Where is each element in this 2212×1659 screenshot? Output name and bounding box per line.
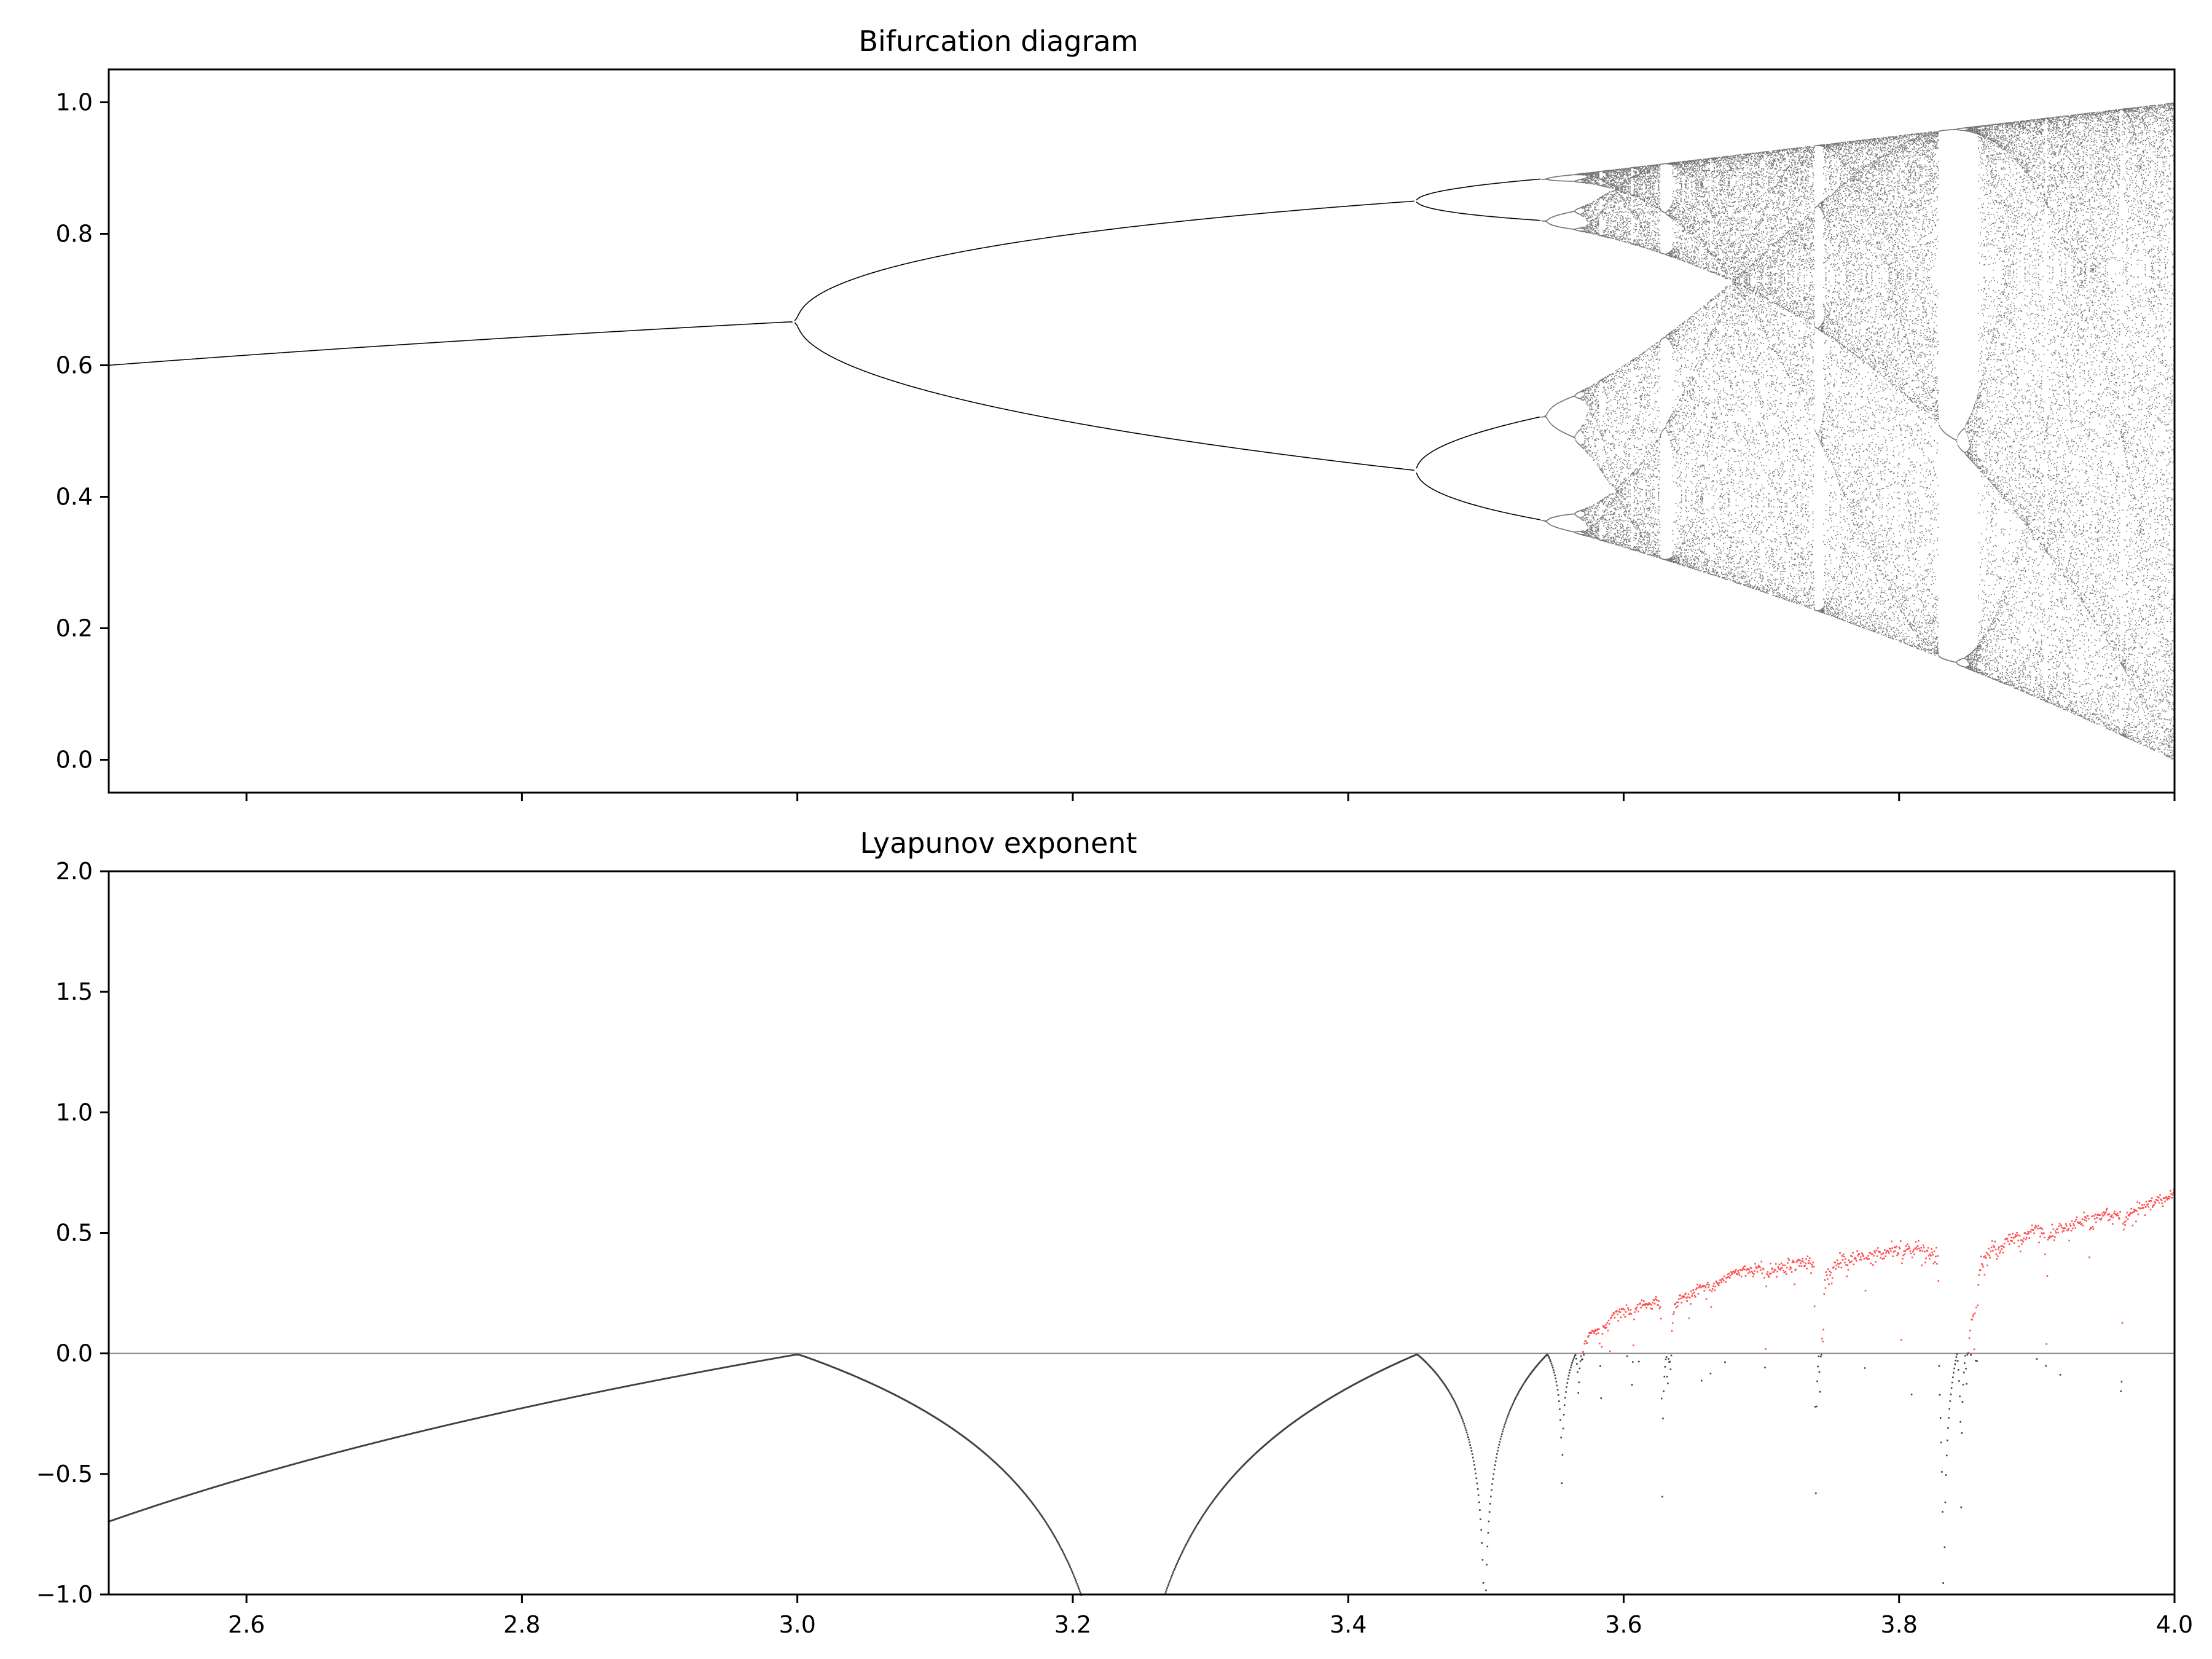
bifurcation-axes-frame <box>108 68 2176 794</box>
bifurcation-chaotic-points <box>1541 102 2176 761</box>
y-tick-label: −0.5 <box>36 1461 93 1488</box>
x-tick-label: 3.4 <box>1330 1611 1367 1638</box>
bifurcation-branch <box>1416 178 1540 201</box>
x-tick-label: 2.6 <box>228 1611 265 1638</box>
y-tick-label: 0.8 <box>56 221 93 248</box>
lyapunov-y-axis: −1.0 −0.5 0.0 0.5 1.0 1.5 2.0 <box>36 858 109 1608</box>
bifurcation-y-axis: 0.0 0.2 0.4 0.6 0.8 1.0 <box>56 89 109 774</box>
bifurcation-branch <box>1416 473 1541 520</box>
bifurcation-branch <box>794 200 1414 321</box>
y-tick-label: 0.2 <box>56 615 93 642</box>
y-tick-label: 0.4 <box>56 484 93 511</box>
bifurcation-branch <box>794 322 1414 471</box>
lyapunov-title: Lyapunov exponent <box>860 826 1137 860</box>
lyapunov-x-axis: 2.6 2.8 3.0 3.2 3.4 3.6 3.8 4.0 <box>228 1594 2193 1638</box>
y-tick-label: 1.0 <box>56 1099 93 1126</box>
y-tick-label: 1.5 <box>56 978 93 1005</box>
x-tick-label: 3.8 <box>1881 1611 1918 1638</box>
bifurcation-plot-area <box>108 102 2176 761</box>
x-tick-label: 3.6 <box>1605 1611 1642 1638</box>
bifurcation-title: Bifurcation diagram <box>858 25 1138 58</box>
y-tick-label: 1.0 <box>56 89 93 116</box>
y-tick-label: 0.0 <box>56 747 93 774</box>
y-tick-label: 0.5 <box>56 1220 93 1247</box>
y-tick-label: 0.0 <box>56 1340 93 1367</box>
bifurcation-x-axis <box>245 793 2176 801</box>
x-tick-label: 3.2 <box>1054 1611 1091 1638</box>
bifurcation-branch <box>108 321 793 366</box>
x-tick-label: 3.0 <box>779 1611 815 1638</box>
y-tick-label: 2.0 <box>56 858 93 885</box>
lyapunov-plot-area <box>109 1188 2176 1596</box>
y-tick-label: −1.0 <box>36 1581 93 1608</box>
bifurcation-branch <box>1416 202 1540 221</box>
x-tick-label: 2.8 <box>503 1611 540 1638</box>
y-tick-label: 0.6 <box>56 352 93 379</box>
x-tick-label: 4.0 <box>2156 1611 2193 1638</box>
bifurcation-branch <box>1416 416 1541 469</box>
